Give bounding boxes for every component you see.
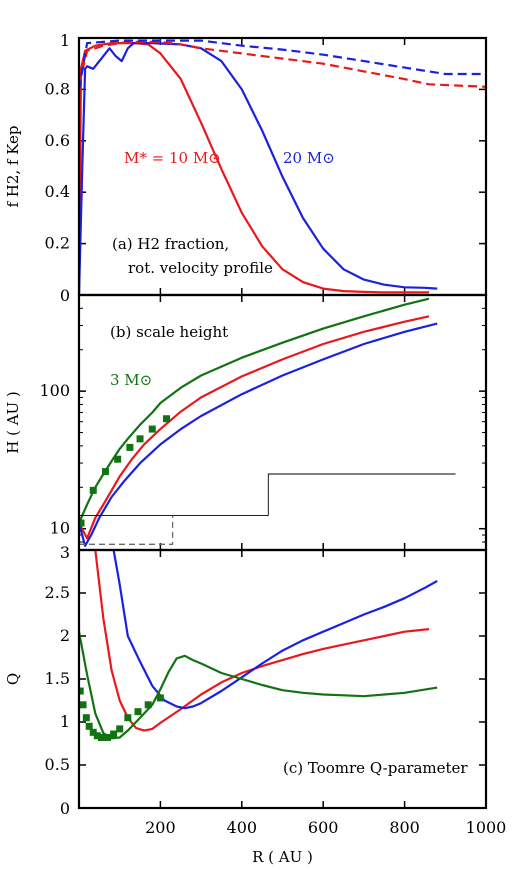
- data-marker: [126, 443, 134, 451]
- data-marker: [144, 701, 152, 709]
- series-label: 3 M⊙: [110, 371, 152, 389]
- series-line-1: [94, 550, 430, 732]
- y-tick-label: 0.8: [45, 79, 70, 98]
- series-line-4: [79, 473, 456, 516]
- x-tick-label: 400: [227, 818, 258, 837]
- x-tick-label: 800: [389, 818, 420, 837]
- data-marker: [82, 714, 90, 722]
- data-marker: [163, 415, 171, 423]
- y-tick-label: 0.5: [45, 755, 70, 774]
- x-tick-label: 600: [308, 818, 339, 837]
- y-tick-label: 1.5: [45, 669, 70, 688]
- series-group: [79, 297, 456, 547]
- data-marker: [110, 730, 118, 738]
- x-axis-label: R ( AU ): [252, 848, 313, 866]
- data-marker: [79, 687, 84, 695]
- y-axis-label: f H2, f Kep: [4, 125, 22, 207]
- data-marker: [101, 468, 109, 476]
- panel-b: 10 100 (b) scale height 3 M⊙ H ( AU ): [4, 293, 488, 552]
- y-tick-label: 1: [60, 712, 70, 731]
- series-line-3: [79, 40, 486, 88]
- data-marker: [136, 435, 144, 443]
- series-line-3: [79, 322, 438, 547]
- series-label: M* = 10 M⊙: [124, 149, 221, 167]
- series-line-1: [79, 42, 429, 295]
- y-tick-label: 2: [60, 626, 70, 645]
- series-line-2: [112, 550, 438, 710]
- series-line-4: [79, 39, 486, 90]
- data-marker: [134, 708, 142, 716]
- y-tick-label: 0.2: [45, 234, 70, 253]
- panel-annotation: (a) H2 fraction,: [112, 235, 229, 253]
- y-tick-label: 100: [39, 381, 70, 400]
- data-marker: [116, 725, 124, 733]
- panel-frame: [77, 548, 488, 810]
- series-group: [79, 550, 438, 741]
- series-line-5: [79, 515, 174, 545]
- panel-a: 0 0.2 0.4 0.6 0.8 1 (a) H2 fraction, rot. veloc…: [4, 31, 488, 305]
- x-tick-label: 200: [145, 818, 176, 837]
- y-tick-label: 0: [60, 286, 70, 305]
- data-marker: [124, 714, 132, 722]
- panel-annotation: (b) scale height: [110, 323, 228, 341]
- data-marker: [97, 733, 105, 741]
- series-label: 20 M⊙: [283, 149, 335, 167]
- series-group: [79, 39, 486, 295]
- data-marker: [148, 425, 156, 433]
- panel-annotation-2: rot. velocity profile: [128, 259, 273, 277]
- series-line-2: [79, 315, 430, 540]
- data-marker: [89, 728, 97, 736]
- data-marker: [79, 519, 85, 527]
- series-line-2: [79, 42, 438, 295]
- y-tick-label: 1: [60, 31, 70, 50]
- y-tick-label: 0: [60, 799, 70, 818]
- data-marker: [156, 694, 164, 702]
- data-marker: [114, 455, 122, 463]
- series-line-3: [79, 631, 438, 740]
- data-marker: [103, 733, 111, 741]
- y-axis-label: Q: [4, 673, 22, 685]
- panel-annotation: (c) Toomre Q-parameter: [283, 759, 468, 777]
- y-tick-label: 0.4: [45, 182, 70, 201]
- panel-c: 0 0.5 1 1.5 2 2.5 3 200 400 600 800 1000 (c) Toomre …: [4, 543, 506, 866]
- y-tick-label: 3: [60, 543, 70, 562]
- y-tick-label: 0.6: [45, 131, 70, 150]
- data-marker: [89, 486, 97, 494]
- x-tick-label: 1000: [466, 818, 507, 837]
- data-marker: [79, 701, 87, 709]
- y-tick-label: 2.5: [45, 583, 70, 602]
- series-line-1: [79, 297, 430, 524]
- y-axis-label: H ( AU ): [4, 391, 22, 454]
- y-tick-label: 10: [50, 519, 70, 538]
- data-marker: [93, 732, 101, 740]
- data-marker: [85, 722, 93, 730]
